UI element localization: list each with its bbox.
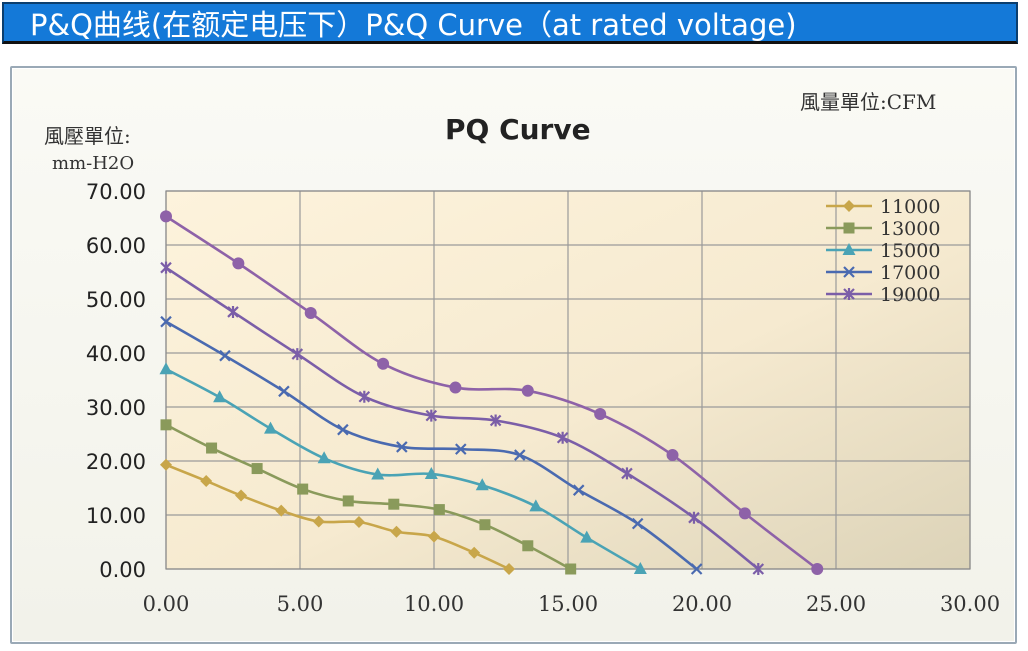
- x-tick-label: 0.00: [143, 592, 190, 616]
- series-line: [165, 320, 698, 571]
- data-point: [633, 562, 647, 574]
- data-point: [358, 390, 371, 403]
- data-point: [251, 463, 263, 475]
- x-unit-label: 風量單位:CFM: [800, 90, 937, 114]
- data-point: [666, 449, 679, 462]
- data-point: [580, 530, 594, 543]
- data-point: [390, 525, 403, 538]
- data-point: [200, 474, 213, 487]
- y-unit-label-line1: 風壓單位:: [44, 124, 131, 148]
- data-point: [235, 489, 248, 502]
- data-point: [219, 349, 231, 362]
- data-point: [690, 563, 703, 575]
- data-point: [396, 441, 408, 453]
- data-point: [556, 431, 569, 444]
- legend-marker: [843, 222, 855, 234]
- series-line: [165, 463, 510, 571]
- data-point: [468, 546, 481, 559]
- legend-label: 11000: [880, 196, 940, 218]
- y-tick-label: 0.00: [99, 558, 146, 582]
- data-point: [297, 483, 309, 495]
- data-point: [503, 563, 516, 575]
- series-line: [165, 368, 642, 571]
- y-tick-label: 30.00: [86, 396, 146, 420]
- data-point: [529, 499, 543, 512]
- data-point: [342, 495, 354, 507]
- data-point: [752, 563, 765, 575]
- header-bar: P&Q曲线(在额定电压下）P&Q Curve（at rated voltage): [0, 0, 1028, 50]
- data-point: [232, 257, 245, 270]
- data-point: [337, 423, 349, 436]
- data-point: [489, 414, 502, 427]
- data-point: [572, 484, 585, 496]
- legend-marker: [843, 266, 855, 278]
- data-point: [352, 516, 365, 529]
- y-tick-label: 70.00: [86, 180, 146, 204]
- legend-label: 15000: [880, 240, 940, 262]
- data-point: [371, 467, 385, 480]
- title-banner: P&Q曲线(在额定电压下）P&Q Curve（at rated voltage): [2, 2, 1018, 44]
- x-tick-label: 20.00: [672, 592, 732, 616]
- data-point: [377, 357, 390, 370]
- data-point: [213, 390, 227, 403]
- page-title: P&Q曲线(在额定电压下）P&Q Curve（at rated voltage): [30, 8, 797, 42]
- data-point: [565, 563, 577, 575]
- data-point: [479, 519, 491, 531]
- data-point: [425, 409, 438, 422]
- data-point: [424, 466, 438, 479]
- data-point: [317, 451, 331, 464]
- data-point: [206, 442, 218, 454]
- y-tick-label: 50.00: [86, 288, 146, 312]
- data-point: [227, 305, 239, 318]
- x-tick-label: 5.00: [277, 592, 324, 616]
- data-point: [688, 511, 700, 524]
- data-point: [160, 315, 172, 328]
- data-point: [160, 261, 172, 274]
- y-tick-label: 60.00: [86, 234, 146, 258]
- x-tick-label: 30.00: [940, 592, 1000, 616]
- data-point: [278, 385, 290, 398]
- data-point: [291, 348, 304, 361]
- chart-title: PQ Curve: [445, 113, 591, 146]
- legend-marker: [843, 200, 855, 212]
- data-point: [264, 421, 278, 434]
- data-point: [428, 530, 440, 543]
- data-point: [621, 467, 633, 480]
- x-tick-label: 15.00: [538, 592, 598, 616]
- data-point: [455, 443, 467, 455]
- data-point: [738, 507, 751, 520]
- legend-marker: [842, 243, 856, 255]
- data-point: [433, 504, 445, 516]
- data-point: [304, 307, 317, 320]
- y-tick-label: 20.00: [86, 450, 146, 474]
- x-tick-label: 10.00: [404, 592, 464, 616]
- data-point: [449, 381, 462, 394]
- y-tick-label: 10.00: [86, 504, 146, 528]
- legend-label: 13000: [880, 218, 940, 240]
- data-point: [160, 419, 172, 431]
- legend-label: 17000: [880, 262, 940, 284]
- data-point: [475, 478, 489, 491]
- legend-marker: [843, 288, 855, 300]
- data-point: [159, 362, 173, 375]
- data-point: [811, 563, 824, 575]
- data-point: [631, 517, 644, 530]
- data-point: [275, 504, 288, 517]
- data-point: [522, 540, 534, 552]
- data-point: [388, 498, 400, 510]
- data-point: [312, 515, 325, 528]
- data-point: [594, 408, 607, 421]
- data-point: [160, 458, 172, 471]
- legend-label: 19000: [880, 284, 940, 306]
- y-tick-label: 40.00: [86, 342, 146, 366]
- data-point: [521, 384, 534, 397]
- series-line: [165, 423, 572, 571]
- series-line: [165, 266, 760, 571]
- data-point: [513, 449, 526, 461]
- y-unit-label-line2: mm-H2O: [52, 153, 135, 174]
- data-point: [160, 210, 172, 223]
- x-tick-label: 25.00: [806, 592, 866, 616]
- series-line: [165, 215, 819, 571]
